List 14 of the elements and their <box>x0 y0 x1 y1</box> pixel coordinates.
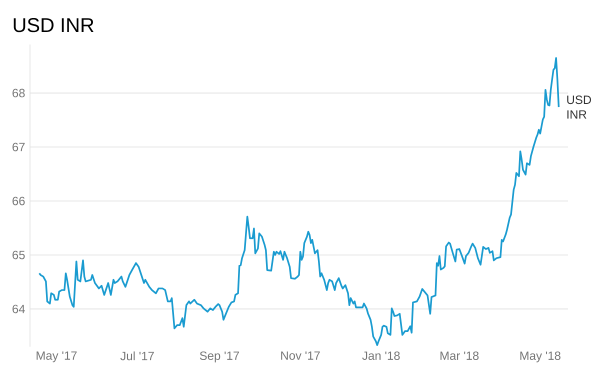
y-tick-label: 66 <box>12 196 25 206</box>
x-tick-label: Mar '18 <box>440 351 479 360</box>
x-tick-label: Nov '17 <box>281 351 320 360</box>
y-tick-label: 68 <box>12 88 25 98</box>
x-tick-label: May '18 <box>520 351 560 362</box>
x-tick-label: Jan '18 <box>362 351 400 360</box>
x-tick-label: May '17 <box>36 351 77 362</box>
y-tick-label: 67 <box>12 142 25 152</box>
y-tick-label: 65 <box>12 250 25 260</box>
series-label: USD INR <box>567 96 592 119</box>
chart-title: USD INR <box>14 18 94 32</box>
x-tick-label: Jul '17 <box>120 351 154 360</box>
x-tick-label: Sep '17 <box>200 351 240 362</box>
y-tick-label: 64 <box>12 304 25 314</box>
